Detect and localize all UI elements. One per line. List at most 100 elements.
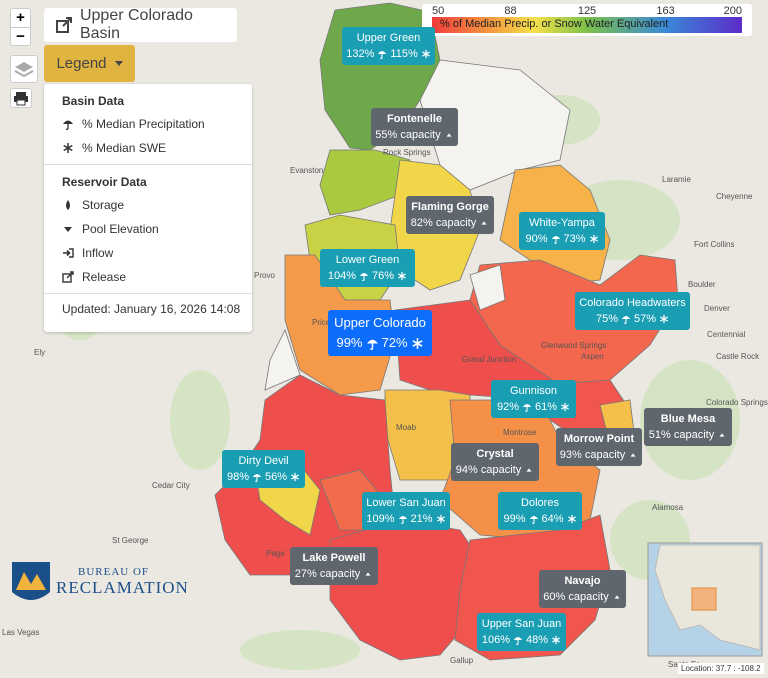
reservoir-capacity-row: 93% capacity — [558, 447, 640, 463]
reservoir-label[interactable]: Flaming Gorge 82% capacity — [406, 196, 494, 234]
reservoir-capacity-row: 27% capacity — [292, 566, 376, 582]
layers-button[interactable] — [10, 55, 38, 83]
precip-value: 98% — [226, 471, 249, 483]
place-label: Page — [266, 549, 285, 558]
basin-name: Upper Green — [356, 32, 421, 44]
basin-name: Gunnison — [509, 385, 558, 397]
basin-values: 106% 48% — [479, 632, 564, 648]
swe-value: 56% — [265, 471, 288, 483]
place-label: Centennial — [707, 330, 746, 339]
legend-item: % Median SWE — [62, 140, 252, 156]
umbrella-icon — [359, 273, 369, 281]
snow-icon — [291, 472, 299, 482]
up-icon — [481, 221, 487, 225]
legend-item-label: % Median SWE — [82, 141, 167, 155]
umbrella-icon — [366, 339, 378, 350]
basin-label[interactable]: Lower San Juan 109% 21% — [362, 492, 450, 530]
reservoir-label[interactable]: Navajo 60% capacity — [539, 570, 626, 608]
basin-label[interactable]: Lower Green 104% 76% — [320, 249, 415, 287]
print-button[interactable] — [10, 88, 32, 108]
minimap[interactable] — [647, 542, 763, 657]
snow-icon — [561, 402, 569, 412]
legend-item: Pool Elevation — [62, 221, 252, 237]
colorbar-tick-label: 88 — [504, 5, 517, 17]
snow-icon — [436, 514, 445, 524]
legend-item-label: % Median Precipitation — [82, 117, 205, 131]
place-label: Cedar City — [152, 481, 190, 490]
reservoir-capacity: 93% capacity — [559, 449, 626, 461]
basin-name: Dolores — [521, 497, 559, 509]
umbrella-icon — [621, 316, 631, 324]
swe-value: 76% — [372, 270, 395, 282]
legend-item: Storage — [62, 197, 252, 213]
basin-name: Lower San Juan — [366, 497, 446, 509]
reservoir-capacity: 27% capacity — [294, 568, 361, 580]
zoom-out[interactable]: − — [11, 27, 30, 46]
swe-value: 61% — [535, 401, 558, 413]
precip-value: 99% — [336, 335, 363, 350]
precip-value: 99% — [503, 513, 526, 525]
colorbar-tick-label: 50 — [432, 5, 445, 17]
reservoir-label[interactable]: Crystal 94% capacity — [451, 443, 539, 481]
reservoir-capacity: 94% capacity — [455, 464, 522, 476]
precip-value: 109% — [366, 513, 395, 525]
reservoir-label[interactable]: Morrow Point 93% capacity — [556, 428, 642, 466]
umbrella-icon — [522, 404, 532, 412]
up-icon — [446, 133, 452, 137]
legend-item-label: Inflow — [82, 246, 114, 260]
swe-value: 57% — [634, 313, 657, 325]
umbrella-icon — [63, 120, 73, 130]
reservoir-capacity: 51% capacity — [648, 429, 715, 441]
reservoir-label[interactable]: Blue Mesa 51% capacity — [644, 408, 732, 446]
reservoir-name: Navajo — [564, 575, 601, 587]
drop-icon — [66, 200, 70, 210]
basin-values: 99% 64% — [500, 511, 580, 527]
place-label: Glenwood Springs — [541, 341, 607, 350]
place-label: Gallup — [450, 656, 474, 665]
place-label: Castle Rock — [716, 352, 760, 361]
legend-button[interactable]: Legend — [44, 45, 135, 82]
snow-icon — [589, 234, 598, 244]
reservoir-label[interactable]: Fontenelle 55% capacity — [371, 108, 458, 146]
place-label: Las Vegas — [2, 628, 40, 637]
basin-label[interactable]: Upper Colorado 99% 72% — [328, 310, 432, 356]
precip-value: 104% — [327, 270, 357, 282]
place-label: Laramie — [662, 175, 691, 184]
snow-icon — [552, 635, 560, 645]
place-label: Ely — [34, 348, 46, 357]
basin-label[interactable]: Gunnison 92% 61% — [491, 380, 576, 418]
basin-values: 92% 61% — [493, 399, 574, 415]
zoom-in[interactable]: + — [16, 9, 25, 26]
basin-label[interactable]: Colorado Headwaters 75% 57% — [575, 292, 690, 330]
basin-label[interactable]: Upper San Juan 106% 48% — [477, 613, 566, 651]
place-label: Moab — [396, 423, 417, 432]
basin-heading: Basin Data — [62, 94, 125, 108]
legend-item: Release — [62, 269, 252, 285]
snow-icon — [660, 314, 668, 324]
place-label: Colorado Springs — [706, 398, 768, 407]
up-icon — [526, 468, 532, 472]
colorbar-gradient — [432, 17, 742, 33]
swe-value: 115% — [390, 48, 418, 60]
basin-values: 109% 21% — [364, 511, 448, 527]
legend-item-label: Storage — [82, 198, 125, 212]
place-label: Fort Collins — [694, 240, 735, 249]
precip-value: 90% — [525, 233, 548, 245]
basin-label[interactable]: Dirty Devil 98% 56% — [222, 450, 305, 488]
caret-icon — [114, 60, 123, 66]
basin-name: Upper Colorado — [334, 315, 426, 330]
reservoir-capacity-row: 94% capacity — [453, 462, 537, 478]
legend-item: % Median Precipitation — [62, 116, 252, 132]
place-label: Aspen — [581, 352, 604, 361]
reservoir-label[interactable]: Lake Powell 27% capacity — [290, 547, 378, 585]
up-icon — [614, 595, 620, 599]
reservoir-name: Crystal — [476, 448, 514, 460]
basin-label[interactable]: White-Yampa 90% 73% — [519, 212, 605, 250]
basin-label[interactable]: Upper Green 132% 115% — [342, 27, 435, 65]
reservoir-name: Flaming Gorge — [411, 201, 489, 213]
updated-text: Updated: January 16, 2026 14:08 — [62, 302, 241, 316]
legend-item: Inflow — [62, 245, 252, 261]
basin-label[interactable]: Dolores 99% 64% — [498, 492, 582, 530]
reservoir-capacity: 82% capacity — [410, 217, 477, 229]
reservoir-name: Fontenelle — [386, 113, 442, 125]
